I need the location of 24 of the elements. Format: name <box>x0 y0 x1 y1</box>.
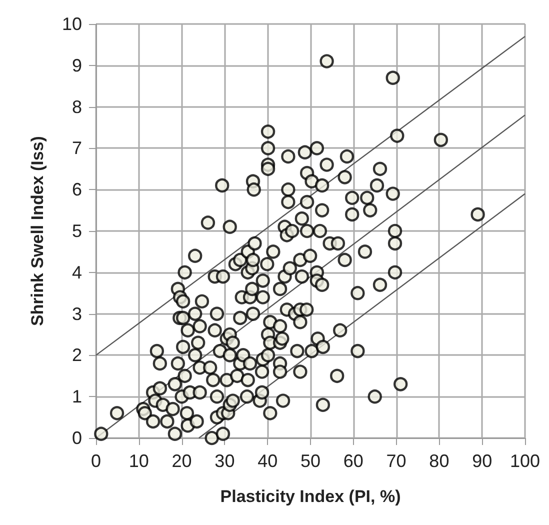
y-tick-label: 3 <box>72 304 82 324</box>
y-tick-label: 9 <box>72 55 82 76</box>
x-tick-label: 10 <box>128 451 149 471</box>
y-tick-label: 1 <box>72 386 82 407</box>
x-tick-label: 50 <box>300 451 321 471</box>
x-tick-label: 90 <box>472 451 492 471</box>
x-tick-label: 20 <box>172 451 192 471</box>
y-tick-label: 0 <box>72 428 82 448</box>
y-axis-title: Shrink Swell Index (Iss) <box>28 136 47 326</box>
x-tick-label: 0 <box>90 451 102 471</box>
x-tick-label: 60 <box>343 451 364 471</box>
y-tick-label: 5 <box>72 221 82 241</box>
x-tick-label: 80 <box>429 451 450 471</box>
x-tick-label: 70 <box>386 451 406 471</box>
y-tick-label: 8 <box>72 96 82 117</box>
x-tick-label: 30 <box>214 451 235 471</box>
y-tick-label: 7 <box>72 138 82 158</box>
x-tick-label: 40 <box>258 451 278 471</box>
y-tick-label: 10 <box>62 14 82 34</box>
y-tick-label: 6 <box>72 180 82 200</box>
y-tick-label: 4 <box>72 262 82 282</box>
x-axis-title: Plasticity Index (PI, %) <box>220 487 401 506</box>
x-tick-label: 100 <box>510 451 540 471</box>
y-tick-label: 2 <box>72 345 82 366</box>
